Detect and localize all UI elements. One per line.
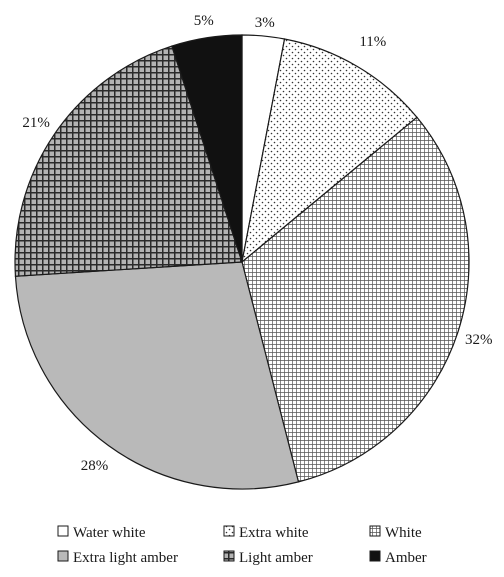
legend-item-amber: Amber (369, 550, 427, 566)
legend-swatch-extra-light-amber (57, 550, 69, 562)
legend-swatch-light-amber (223, 550, 235, 562)
pie-label-extra-light-amber: 28% (81, 458, 109, 474)
pie-slice-white (241, 116, 470, 483)
legend-swatch-extra-white (223, 525, 235, 537)
legend-label-white: White (385, 525, 422, 541)
legend-label-amber: Amber (385, 550, 427, 566)
pie-slice-extra-light-amber (14, 261, 300, 490)
pie-label-light-amber: 21% (22, 115, 50, 131)
legend-label-extra-white: Extra white (239, 525, 309, 541)
legend-item-extra-white: Extra white (223, 525, 309, 541)
pie-label-white: 32% (465, 332, 493, 348)
legend-item-extra-light-amber: Extra light amber (57, 550, 178, 566)
legend-swatch-white (369, 525, 381, 537)
legend: Water white Extra white White Extra light a… (57, 525, 427, 566)
legend-item-light-amber: Light amber (223, 550, 313, 566)
legend-item-water-white: Water white (57, 525, 146, 541)
legend-label-extra-light-amber: Extra light amber (73, 550, 178, 566)
legend-swatch-amber (369, 550, 381, 562)
pie-label-water-white: 3% (255, 15, 275, 31)
legend-label-light-amber: Light amber (239, 550, 313, 566)
pie-slice-extra-white (241, 38, 418, 264)
legend-item-white: White (369, 525, 422, 541)
pie-percent-labels: 3% 11% 32% 28% 21% 5% (22, 13, 492, 474)
legend-swatch-water-white (57, 525, 69, 537)
legend-label-water-white: Water white (73, 525, 146, 541)
pie-slice-amber (171, 34, 243, 263)
pie-label-extra-white: 11% (359, 34, 386, 50)
pie-slices (14, 34, 470, 490)
pie-slice-light-amber (14, 45, 243, 277)
pie-label-amber: 5% (194, 13, 214, 29)
